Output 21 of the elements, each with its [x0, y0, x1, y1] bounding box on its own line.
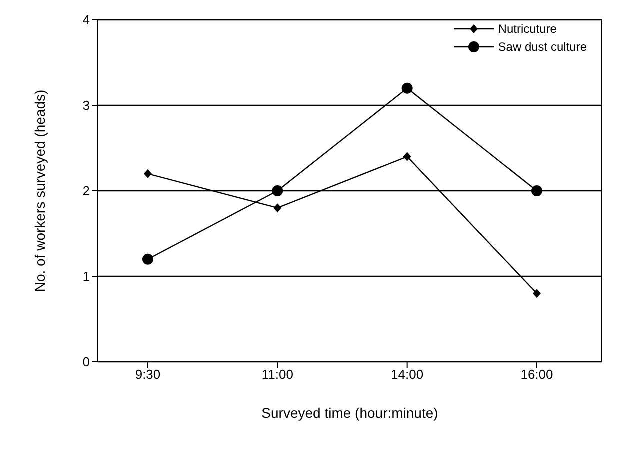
x-axis-title: Surveyed time (hour:minute) — [262, 405, 438, 421]
legend-label: Saw dust culture — [498, 40, 587, 54]
point — [142, 254, 154, 265]
y-tick-label: 3 — [82, 98, 90, 114]
y-tick-label: 2 — [82, 184, 90, 199]
point — [272, 186, 284, 196]
y-tick-label: 1 — [82, 269, 90, 284]
x-tick-label: 16:00 — [520, 367, 554, 382]
point — [533, 289, 541, 298]
point — [144, 169, 152, 178]
y-tick-label: 4 — [82, 12, 90, 28]
y-axis-title: No. of workers surveyed (heads) — [32, 90, 48, 292]
point — [274, 204, 282, 213]
x-tick-label: 9:30 — [135, 367, 161, 382]
x-tick-label: 14:00 — [391, 367, 424, 382]
legend-label: Nutricuture — [498, 22, 557, 36]
y-tick-label: 0 — [82, 354, 90, 370]
point — [403, 152, 412, 162]
point — [402, 82, 413, 94]
x-tick-label: 11:00 — [262, 367, 294, 382]
point — [532, 186, 542, 196]
